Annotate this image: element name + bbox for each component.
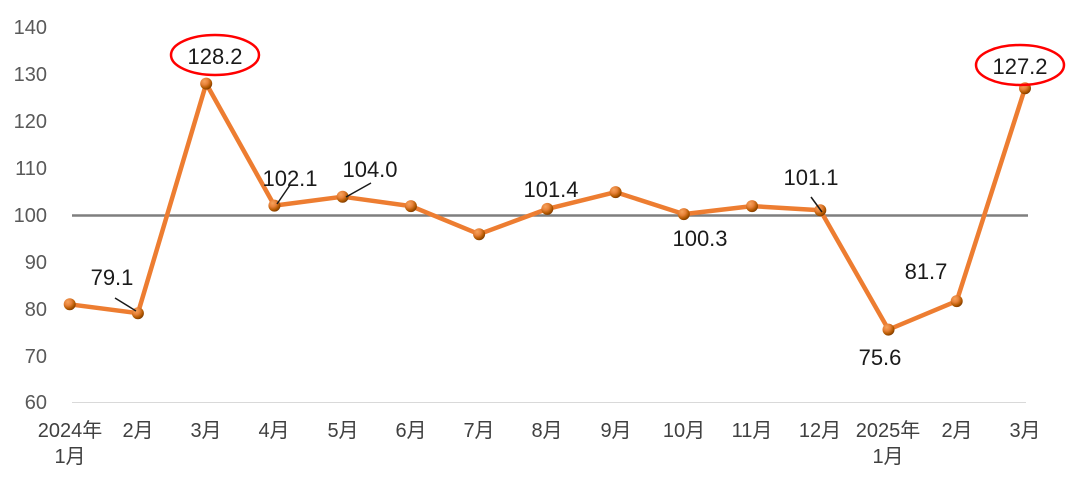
svg-text:104.0: 104.0 (342, 157, 397, 182)
svg-text:120: 120 (14, 111, 47, 133)
svg-text:5月: 5月 (327, 420, 358, 442)
svg-text:75.6: 75.6 (859, 345, 902, 370)
svg-text:10月: 10月 (663, 420, 705, 442)
svg-text:80: 80 (25, 299, 47, 321)
svg-text:2月: 2月 (122, 420, 153, 442)
svg-text:7月: 7月 (463, 420, 494, 442)
svg-text:128.2: 128.2 (187, 44, 242, 69)
svg-text:81.7: 81.7 (905, 259, 948, 284)
svg-text:8月: 8月 (531, 420, 562, 442)
svg-text:130: 130 (14, 64, 47, 86)
svg-text:3月: 3月 (190, 420, 221, 442)
svg-text:4月: 4月 (258, 420, 289, 442)
svg-text:70: 70 (25, 346, 47, 368)
svg-text:90: 90 (25, 252, 47, 274)
svg-text:79.1: 79.1 (91, 265, 134, 290)
svg-text:9月: 9月 (600, 420, 631, 442)
svg-text:100.3: 100.3 (672, 226, 727, 251)
svg-text:3月: 3月 (1009, 420, 1040, 442)
svg-text:101.1: 101.1 (783, 165, 838, 190)
svg-text:2月: 2月 (941, 420, 972, 442)
svg-text:110: 110 (15, 158, 47, 180)
svg-text:101.4: 101.4 (523, 177, 578, 202)
svg-text:1月: 1月 (872, 446, 903, 468)
svg-text:6月: 6月 (395, 420, 426, 442)
svg-text:12月: 12月 (799, 420, 841, 442)
svg-text:60: 60 (25, 392, 47, 414)
svg-text:100: 100 (14, 205, 47, 227)
svg-text:11月: 11月 (732, 420, 773, 442)
svg-text:2024年: 2024年 (38, 419, 103, 442)
svg-text:2025年: 2025年 (856, 419, 921, 442)
svg-text:1月: 1月 (54, 446, 85, 468)
svg-text:140: 140 (14, 17, 47, 39)
svg-text:127.2: 127.2 (992, 54, 1047, 79)
svg-text:102.1: 102.1 (262, 166, 317, 191)
